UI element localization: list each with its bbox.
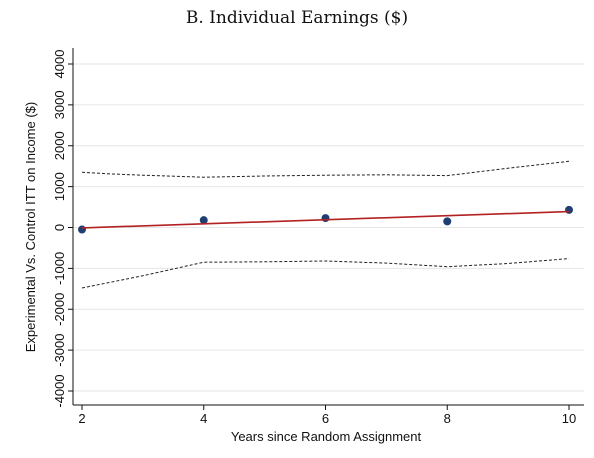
y-tick-label: 1000 bbox=[52, 172, 67, 201]
x-tick-label: 4 bbox=[200, 411, 207, 426]
data-point bbox=[443, 217, 452, 226]
y-tick-label: -1000 bbox=[52, 252, 67, 285]
x-tick-label: 8 bbox=[444, 411, 451, 426]
y-tick-label: 0 bbox=[52, 224, 67, 231]
y-tick-label: 3000 bbox=[52, 90, 67, 119]
fitted-line-line bbox=[81, 210, 570, 229]
x-tick-label: 6 bbox=[322, 411, 329, 426]
y-tick-label: -3000 bbox=[52, 334, 67, 367]
data-point bbox=[565, 205, 573, 214]
y-tick-label: -4000 bbox=[52, 374, 67, 407]
data-point bbox=[199, 216, 208, 225]
grid-layer bbox=[73, 63, 584, 392]
data-point bbox=[321, 214, 330, 223]
x-tick-label: 2 bbox=[78, 411, 85, 426]
y-tick-label: 2000 bbox=[52, 131, 67, 160]
x-axis-label: Years since Random Assignment bbox=[231, 429, 422, 444]
data-point bbox=[78, 225, 86, 234]
chart-title: B. Individual Earnings ($) bbox=[185, 8, 409, 28]
axes-layer: -4000 -3000 -2000 -1000 0 1000 2000 3000 4000 2 4 6… bbox=[52, 48, 584, 426]
y-tick-label: -2000 bbox=[52, 293, 67, 326]
upper-ci-line bbox=[81, 160, 570, 178]
y-axis-label: Experimental Vs. Control ITT on Income (… bbox=[23, 102, 38, 352]
y-tick-label: 4000 bbox=[52, 50, 67, 79]
series-layer bbox=[78, 160, 573, 289]
x-tick-label: 10 bbox=[562, 411, 576, 426]
lower-ci-line bbox=[81, 258, 570, 289]
